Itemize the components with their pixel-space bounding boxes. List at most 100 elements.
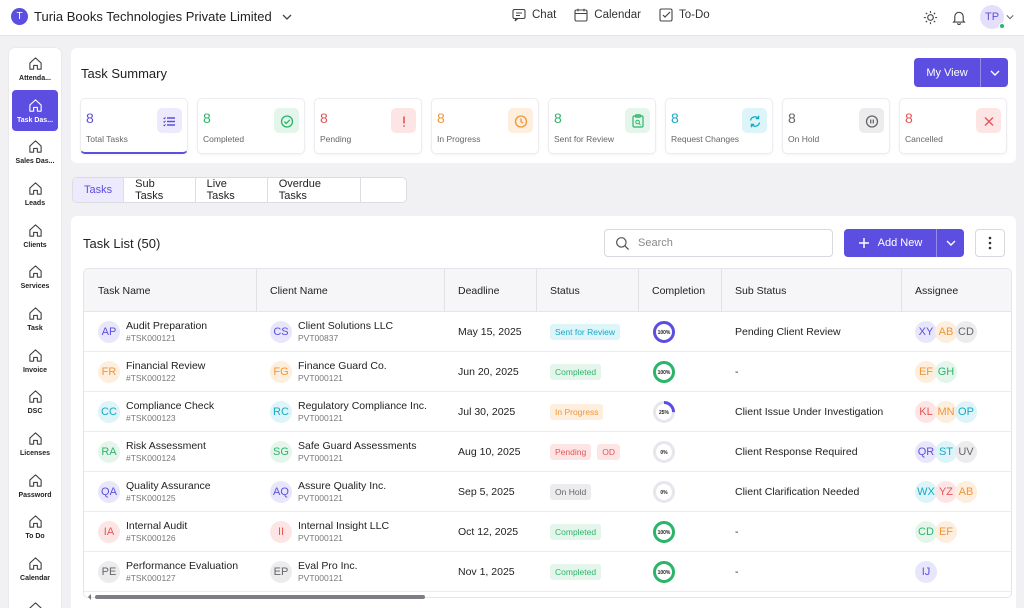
my-view-button[interactable]: My View	[914, 58, 1008, 87]
task-name[interactable]: Internal Audit	[126, 519, 188, 532]
assignee-avatar[interactable]: EF	[935, 521, 957, 543]
bell-icon[interactable]	[952, 10, 966, 25]
client-cell[interactable]: II Internal Insight LLC PVT000121	[270, 512, 389, 552]
client-name[interactable]: Finance Guard Co.	[298, 359, 387, 372]
column-header-1[interactable]: Client Name	[256, 269, 444, 312]
horizontal-scrollbar[interactable]	[87, 594, 1012, 601]
assignee-avatar[interactable]: WX	[915, 481, 937, 503]
column-header-0[interactable]: Task Name	[84, 269, 256, 312]
table-row[interactable]: IA Internal Audit #TSK000126 II Internal …	[84, 512, 1011, 552]
tab-3[interactable]: Overdue Tasks	[268, 178, 361, 202]
sidebar-item-6[interactable]: Task	[9, 298, 61, 340]
add-new-dropdown[interactable]	[936, 229, 964, 257]
chevron-down-icon[interactable]	[1006, 13, 1014, 21]
summary-card-5[interactable]: 8 Request Changes	[665, 98, 773, 154]
table-row[interactable]: RA Risk Assessment #TSK000124 SG Safe Gua…	[84, 432, 1011, 472]
status-badge[interactable]: Completed	[550, 564, 602, 580]
summary-card-1[interactable]: 8 Completed	[197, 98, 305, 154]
status-badge[interactable]: Sent for Review	[550, 324, 620, 340]
task-cell[interactable]: QA Quality Assurance #TSK000125	[98, 472, 211, 512]
task-name[interactable]: Performance Evaluation	[126, 559, 239, 572]
column-header-5[interactable]: Sub Status	[721, 269, 901, 312]
table-row[interactable]: PE Performance Evaluation #TSK000127 EP E…	[84, 552, 1011, 592]
sidebar-item-3[interactable]: Leads	[9, 173, 61, 215]
table-row[interactable]: QA Quality Assurance #TSK000125 AQ Assure…	[84, 472, 1011, 512]
tab-1[interactable]: Sub Tasks	[124, 178, 196, 202]
client-cell[interactable]: EP Eval Pro Inc. PVT000121	[270, 552, 358, 592]
table-row[interactable]: CC Compliance Check #TSK000123 RC Regulat…	[84, 392, 1011, 432]
sidebar-item-13[interactable]	[9, 590, 61, 608]
task-name[interactable]: Quality Assurance	[126, 479, 211, 492]
client-name[interactable]: Eval Pro Inc.	[298, 559, 358, 572]
summary-card-4[interactable]: 8 Sent for Review	[548, 98, 656, 154]
client-cell[interactable]: RC Regulatory Compliance Inc. PVT000121	[270, 392, 427, 432]
assignee-avatar[interactable]: CD	[915, 521, 937, 543]
assignee-avatar[interactable]: XY	[915, 321, 937, 343]
sidebar-item-7[interactable]: Invoice	[9, 340, 61, 382]
sidebar-item-4[interactable]: Clients	[9, 215, 61, 257]
assignee-avatar[interactable]: MN	[935, 401, 957, 423]
task-name[interactable]: Audit Preparation	[126, 319, 208, 332]
column-header-4[interactable]: Completion	[638, 269, 721, 312]
assignee-avatar[interactable]: EF	[915, 361, 937, 383]
sidebar-item-8[interactable]: DSC	[9, 382, 61, 424]
tab-2[interactable]: Live Tasks	[196, 178, 268, 202]
table-row[interactable]: FR Financial Review #TSK000122 FG Finance…	[84, 352, 1011, 392]
tab-0[interactable]: Tasks	[73, 178, 125, 202]
summary-card-6[interactable]: 8 On Hold	[782, 98, 890, 154]
scroll-left-icon[interactable]	[87, 594, 93, 600]
task-cell[interactable]: IA Internal Audit #TSK000126	[98, 512, 187, 552]
client-name[interactable]: Safe Guard Assessments	[298, 439, 417, 452]
task-cell[interactable]: FR Financial Review #TSK000122	[98, 352, 205, 392]
summary-card-2[interactable]: 8 Pending	[314, 98, 422, 154]
client-name[interactable]: Assure Quality Inc.	[298, 479, 387, 492]
client-cell[interactable]: FG Finance Guard Co. PVT000121	[270, 352, 387, 392]
client-cell[interactable]: CS Client Solutions LLC PVT00837	[270, 312, 393, 352]
assignee-avatar[interactable]: OP	[955, 401, 977, 423]
add-new-button[interactable]: Add New	[844, 229, 964, 257]
more-options-button[interactable]	[975, 229, 1005, 257]
sun-icon[interactable]	[923, 10, 938, 25]
sidebar-item-5[interactable]: Services	[9, 256, 61, 298]
status-badge[interactable]: Completed	[550, 524, 602, 540]
assignee-avatar[interactable]: CD	[955, 321, 977, 343]
task-cell[interactable]: AP Audit Preparation #TSK000121	[98, 312, 207, 352]
task-name[interactable]: Financial Review	[126, 359, 206, 372]
status-badge[interactable]: Completed	[550, 364, 602, 380]
status-badge[interactable]: In Progress	[550, 404, 604, 420]
nav-calendar[interactable]: Calendar	[574, 8, 641, 22]
status-badge[interactable]: On Hold	[550, 484, 592, 500]
sidebar-item-11[interactable]: To Do	[9, 507, 61, 549]
client-cell[interactable]: SG Safe Guard Assessments PVT000121	[270, 432, 416, 472]
nav-chat[interactable]: Chat	[512, 8, 556, 22]
table-row[interactable]: AP Audit Preparation #TSK000121 CS Client…	[84, 312, 1011, 352]
sidebar-item-9[interactable]: Licenses	[9, 423, 61, 465]
client-name[interactable]: Internal Insight LLC	[298, 519, 390, 532]
task-name[interactable]: Risk Assessment	[126, 439, 206, 452]
search-box[interactable]	[604, 229, 833, 257]
sidebar-item-2[interactable]: Sales Das...	[9, 131, 61, 173]
assignee-avatar[interactable]: KL	[915, 401, 937, 423]
summary-card-7[interactable]: 8 Cancelled	[899, 98, 1007, 154]
search-input[interactable]	[638, 237, 808, 249]
sidebar-item-12[interactable]: Calendar	[9, 548, 61, 590]
assignee-avatar[interactable]: AB	[935, 321, 957, 343]
column-header-3[interactable]: Status	[536, 269, 638, 312]
task-cell[interactable]: RA Risk Assessment #TSK000124	[98, 432, 206, 472]
client-name[interactable]: Client Solutions LLC	[298, 319, 394, 332]
task-cell[interactable]: CC Compliance Check #TSK000123	[98, 392, 214, 432]
tab-4[interactable]	[361, 178, 406, 202]
my-view-dropdown[interactable]	[980, 58, 1008, 87]
user-avatar[interactable]: TP	[980, 5, 1005, 29]
assignee-avatar[interactable]: UV	[955, 441, 977, 463]
assignee-avatar[interactable]: GH	[935, 361, 957, 383]
add-new-main[interactable]: Add New	[844, 229, 936, 257]
status-badge[interactable]: Pending	[550, 444, 592, 460]
summary-card-0[interactable]: 8 Total Tasks	[80, 98, 188, 154]
org-switcher[interactable]: T Turia Books Technologies Private Limit…	[11, 8, 292, 25]
client-cell[interactable]: AQ Assure Quality Inc. PVT000121	[270, 472, 386, 512]
column-header-6[interactable]: Assignee	[901, 269, 1011, 312]
task-name[interactable]: Compliance Check	[126, 399, 215, 412]
summary-card-3[interactable]: 8 In Progress	[431, 98, 539, 154]
assignee-avatar[interactable]: ST	[935, 441, 957, 463]
